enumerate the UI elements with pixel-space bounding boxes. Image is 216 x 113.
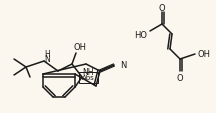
Text: HO: HO (135, 31, 148, 40)
Text: OH: OH (73, 43, 86, 52)
FancyBboxPatch shape (78, 72, 97, 83)
Text: NH: NH (82, 68, 94, 77)
Text: N: N (120, 61, 126, 70)
Text: Abs: Abs (82, 75, 94, 81)
Text: O: O (159, 4, 165, 12)
Text: H: H (44, 50, 50, 59)
Text: N: N (44, 55, 50, 64)
Text: OH: OH (197, 50, 211, 59)
Text: O: O (177, 74, 183, 83)
